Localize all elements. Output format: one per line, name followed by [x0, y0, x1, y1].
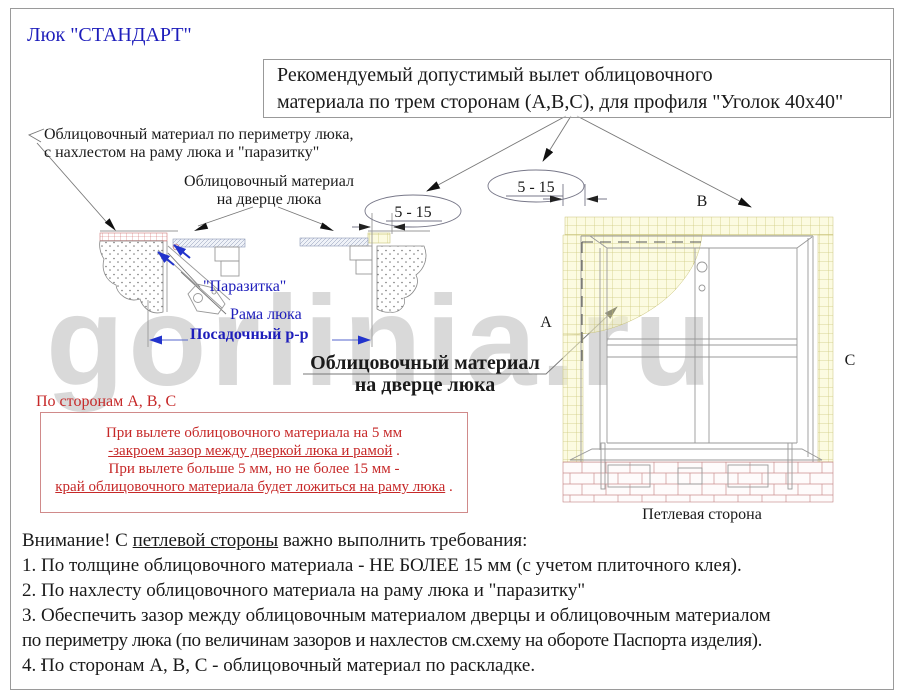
- leader-bracket: [27, 128, 45, 143]
- leader-door-label-right: [277, 206, 328, 227]
- label-door-line2: на дверце люка: [216, 191, 322, 208]
- leader-lines: [27, 115, 752, 375]
- door-facing-strip-right: [299, 237, 369, 247]
- leader-parazitka-label: [167, 252, 201, 288]
- warning-block: Внимание! С петлевой стороны важно выпол…: [22, 528, 888, 678]
- label-door-material: Облицовочный материал на дверце люка: [181, 173, 357, 209]
- label-door-bold-line2: на дверце люка: [354, 374, 496, 396]
- blue-arrow-2: [173, 244, 191, 259]
- leader-box-to-dim2: [542, 115, 572, 162]
- label-mounting-size: Посадочный р-р: [190, 326, 309, 343]
- red-note-line3: При вылете больше 5 мм, но не более 15 м…: [108, 461, 400, 477]
- warning-intro-suffix: важно выполнить требования:: [278, 530, 528, 551]
- dim2-ellipse: [487, 169, 585, 203]
- wall-section-left: [99, 240, 164, 314]
- frame-lines: [569, 235, 823, 462]
- warning-item1: 1. По толщине облицовочного материала - …: [22, 555, 742, 576]
- recommendation-line2: материала по трем сторонам (А,В,С), для …: [277, 91, 844, 113]
- tile-field-top: [564, 216, 834, 236]
- door-facing-strip-left: [172, 238, 246, 248]
- blue-arrow-1: [157, 251, 175, 266]
- hinge-side-label: Петлевая сторона: [642, 506, 762, 523]
- leader-box-to-front-view: [576, 115, 752, 208]
- side-c-label: С: [845, 352, 856, 369]
- recommendation-box: Рекомендуемый допустимый вылет облицовоч…: [263, 59, 891, 118]
- leader-frame-label: [180, 271, 227, 315]
- recommendation-line1: Рекомендуемый допустимый вылет облицовоч…: [277, 64, 713, 86]
- dimension-callouts: [352, 169, 607, 231]
- label-door-line1: Облицовочный материал: [184, 173, 354, 190]
- hinge-hardware: [600, 442, 793, 490]
- page-title: Люк "СТАНДАРТ": [27, 24, 192, 46]
- warning-intro: Внимание! С петлевой стороны важно выпол…: [22, 528, 888, 553]
- tile-field-right: [817, 234, 834, 463]
- blue-arrows: [157, 244, 191, 266]
- cross-section-left: [99, 230, 246, 315]
- tile-field-left-strip: [562, 334, 584, 463]
- label-perimeter-material: Облицовочный материал по периметру люка,…: [44, 126, 354, 162]
- hidden-frame-dashed-line: [581, 241, 702, 362]
- red-note-line2-tail: .: [392, 443, 400, 459]
- hinge-plate: [187, 283, 226, 315]
- red-note-line4-tail: .: [445, 479, 453, 495]
- red-note-line2-underlined: -закроем зазор между дверкой люка и рамо…: [108, 443, 393, 459]
- side-a-label: А: [540, 314, 552, 331]
- dim1-value: 5 - 15: [394, 204, 431, 221]
- leader-arrowheads: [104, 218, 334, 231]
- tile-overhang-yellow: [367, 232, 391, 244]
- red-note-line2: -закроем зазор между дверкой люка и рамо…: [41, 442, 467, 460]
- dim2-value: 5 - 15: [517, 179, 554, 196]
- label-parazitka: "Паразитка": [203, 278, 287, 295]
- label-perimeter-line2: с нахлестом на раму люка и "паразитку": [44, 144, 320, 161]
- red-note-title: По сторонам А, В, С: [36, 393, 177, 410]
- red-note-line1: При вылете облицовочного материала на 5 …: [105, 425, 403, 441]
- warning-item3b: по периметру люка (по величинам зазоров …: [22, 630, 762, 651]
- warning-intro-prefix: Внимание! С: [22, 530, 133, 551]
- leader-door-label-left: [197, 206, 254, 227]
- stray-period: .: [40, 652, 44, 669]
- red-note-line4: край облицовочного материала будет ложит…: [41, 478, 467, 496]
- label-door-material-bold: Облицовочный материал на дверце люка: [296, 352, 554, 396]
- cross-section-right: [299, 213, 430, 313]
- leader-box-to-dim1: [426, 115, 567, 192]
- side-b-label: В: [697, 193, 708, 210]
- hatch-front-view: [562, 216, 834, 503]
- dim1-ellipse: [364, 194, 462, 228]
- warning-item3a: 3. Обеспечить зазор между облицовочным м…: [22, 605, 771, 626]
- label-frame: Рама люка: [230, 306, 302, 323]
- arrowhead-door-left: [194, 222, 209, 231]
- red-note-line4-underlined: край облицовочного материала будет ложит…: [55, 479, 446, 495]
- warning-item2: 2. По нахлесту облицовочного материала н…: [22, 580, 586, 601]
- wall-section-right: [376, 245, 427, 313]
- red-note-box: При вылете облицовочного материала на 5 …: [40, 412, 468, 513]
- leader-perimeter-label: [36, 142, 111, 227]
- label-perimeter-line1: Облицовочный материал по периметру люка,: [44, 126, 354, 143]
- mounting-size-dimension: [147, 246, 373, 347]
- tile-field-left-blob: [562, 234, 703, 336]
- arrowhead-perimeter: [104, 218, 116, 231]
- warning-intro-underline: петлевой стороны: [132, 530, 279, 551]
- label-door-bold-line1: Облицовочный материал: [310, 352, 540, 374]
- warning-item4: 4. По сторонам А, В, С - облицовочный ма…: [22, 655, 536, 676]
- tile-strip-red: [99, 232, 168, 242]
- arrowhead-door-right: [319, 222, 334, 231]
